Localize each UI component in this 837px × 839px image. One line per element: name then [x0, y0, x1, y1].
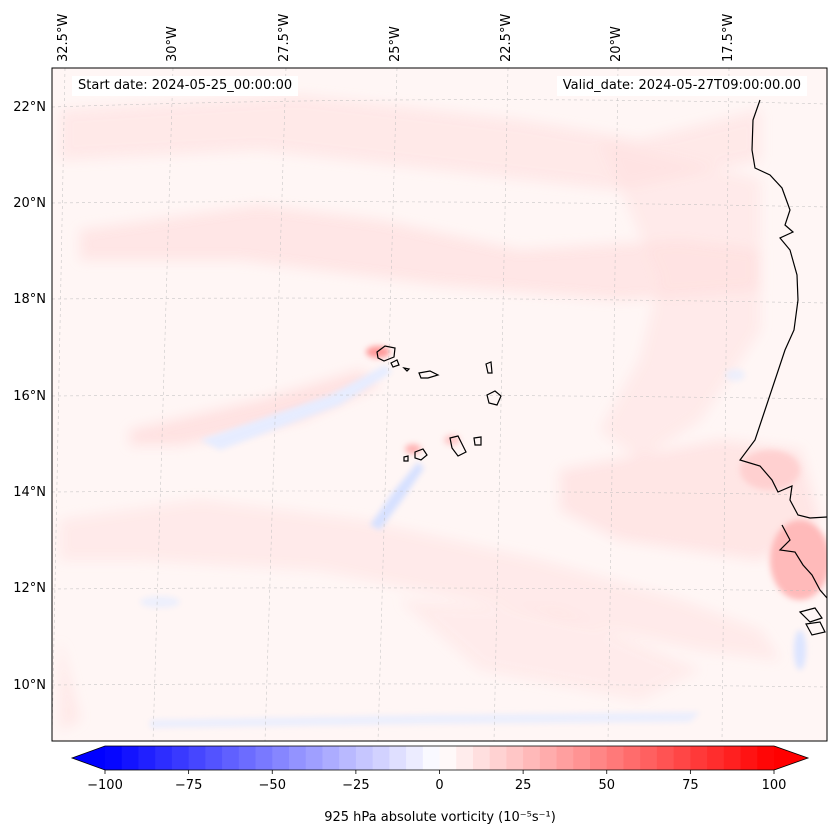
- colorbar-cell: [121, 746, 140, 770]
- colorbar-cell: [523, 746, 541, 770]
- colorbar-ticks: −100 −75 −50 −25 0 25 50 75 100: [87, 770, 786, 793]
- colorbar-cell: [757, 746, 775, 770]
- lat-label: 18°N: [13, 292, 46, 307]
- colorbar-cell: [355, 746, 374, 770]
- island-maio: [473, 436, 482, 446]
- colorbar-cell: [188, 746, 206, 770]
- colorbar-cell: [707, 746, 725, 770]
- colorbar-cell: [640, 746, 658, 770]
- colorbar-cell: [506, 746, 524, 770]
- colorbar-cell: [238, 746, 257, 770]
- valid-date-label: Valid_date: 2024-05-27T09:00:00.00: [556, 76, 807, 96]
- colorbar-cell: [472, 746, 491, 770]
- lat-label: 16°N: [13, 389, 46, 404]
- colorbar-cell: [606, 746, 625, 770]
- lon-label: 30°W: [165, 26, 180, 62]
- colorbar-cell: [439, 746, 457, 770]
- island-sal: [485, 361, 493, 374]
- lat-label: 10°N: [13, 678, 46, 693]
- colorbar-cell: [339, 746, 357, 770]
- colorbar-cell: [105, 746, 123, 770]
- colorbar-cell: [322, 746, 340, 770]
- positive-vorticity-field: [60, 95, 820, 730]
- colorbar-tick-label: 75: [682, 778, 699, 793]
- colorbar-max-extension: [774, 746, 808, 770]
- lon-label: 17.5°W: [721, 14, 736, 62]
- island-fogo: [414, 448, 428, 461]
- colorbar-cell: [723, 746, 742, 770]
- coastline: [739, 99, 827, 636]
- island-sao-nicolau: [418, 370, 440, 379]
- lon-label: 20°W: [609, 26, 624, 62]
- island-santo-antao: [376, 345, 396, 362]
- colorbar-cell: [138, 746, 156, 770]
- island-sao-vicente: [390, 359, 400, 368]
- colorbar-tick-label: −75: [175, 778, 202, 793]
- colorbar-tick-label: 0: [435, 778, 443, 793]
- colorbar-cell: [673, 746, 691, 770]
- colorbar-cell: [205, 746, 223, 770]
- colorbar-cell: [690, 746, 708, 770]
- colorbar-tick-label: 50: [598, 778, 615, 793]
- lon-label: 32.5°W: [56, 14, 71, 62]
- cape-verde-islands: [376, 345, 502, 462]
- map-frame: [51, 67, 828, 742]
- map-panel: [52, 68, 827, 741]
- colorbar-cell: [372, 746, 390, 770]
- lon-label: 25°W: [388, 26, 403, 62]
- island-santiago: [449, 435, 467, 457]
- colorbar-cells: [105, 746, 775, 770]
- colorbar-cell: [155, 746, 173, 770]
- colorbar-tick-label: −50: [259, 778, 286, 793]
- colorbar-tick-label: −25: [342, 778, 369, 793]
- lat-label: 20°N: [13, 196, 46, 211]
- colorbar-cell: [171, 746, 190, 770]
- colorbar-cell: [623, 746, 641, 770]
- colorbar-min-extension: [72, 746, 105, 770]
- colorbar-tick-label: 25: [515, 778, 532, 793]
- longitude-axis: 32.5°W 30°W 27.5°W 25°W 22.5°W 20°W 17.5…: [56, 14, 736, 62]
- lon-label: 22.5°W: [499, 14, 514, 62]
- colorbar-cell: [406, 746, 424, 770]
- colorbar-tick-label: 100: [762, 778, 787, 793]
- colorbar-cell: [422, 746, 441, 770]
- latitude-axis: 22°N 20°N 18°N 16°N 14°N 12°N 10°N: [13, 100, 46, 693]
- colorbar-cell: [222, 746, 240, 770]
- colorbar-cell: [288, 746, 307, 770]
- colorbar-cell: [255, 746, 273, 770]
- colorbar-cell: [389, 746, 407, 770]
- colorbar-label: 925 hPa absolute vorticity (10⁻⁵s⁻¹): [324, 810, 556, 825]
- negative-vorticity-field: [140, 365, 806, 728]
- island-brava: [403, 455, 409, 462]
- colorbar-cell: [556, 746, 574, 770]
- colorbar-cell: [740, 746, 758, 770]
- lat-label: 22°N: [13, 100, 46, 115]
- colorbar-cell: [539, 746, 558, 770]
- graticule: [52, 68, 827, 741]
- start-date-label: Start date: 2024-05-25_00:00:00: [72, 76, 299, 96]
- africa-coastline: [739, 99, 827, 519]
- colorbar: −100 −75 −50 −25 0 25 50 75 100 925 hPa absolute…: [70, 745, 810, 825]
- lon-label: 27.5°W: [277, 14, 292, 62]
- strong-positive-spots: [366, 346, 827, 600]
- lat-label: 12°N: [13, 581, 46, 596]
- colorbar-cell: [272, 746, 290, 770]
- colorbar-cell: [489, 746, 508, 770]
- island-santa-luzia: [402, 367, 411, 372]
- colorbar-cell: [573, 746, 591, 770]
- island-boa-vista: [486, 390, 502, 406]
- colorbar-cell: [590, 746, 608, 770]
- colorbar-cell: [656, 746, 675, 770]
- lat-label: 14°N: [13, 485, 46, 500]
- colorbar-cell: [305, 746, 324, 770]
- colorbar-tick-label: −100: [87, 778, 123, 793]
- colorbar-cell: [456, 746, 474, 770]
